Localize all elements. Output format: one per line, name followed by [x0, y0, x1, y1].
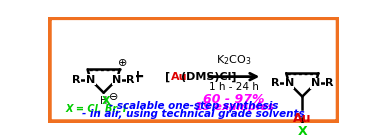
- Text: H: H: [100, 96, 107, 106]
- Text: R: R: [127, 75, 135, 85]
- Text: N: N: [86, 75, 95, 85]
- Text: K$_2$CO$_3$: K$_2$CO$_3$: [216, 54, 252, 67]
- Text: - in air, using technical grade solvents: - in air, using technical grade solvents: [82, 109, 305, 119]
- Text: 60 - 97%: 60 - 97%: [203, 93, 265, 106]
- Text: Au: Au: [293, 112, 311, 125]
- Text: N: N: [311, 78, 320, 88]
- Text: [: [: [165, 71, 170, 82]
- Text: R: R: [271, 78, 279, 88]
- Text: (DMS)Cl]: (DMS)Cl]: [181, 71, 236, 82]
- Text: ⊖: ⊖: [109, 92, 119, 102]
- Text: N: N: [285, 78, 294, 88]
- Text: ⊕: ⊕: [118, 59, 127, 68]
- Text: N: N: [112, 75, 121, 85]
- Text: R: R: [325, 78, 333, 88]
- Text: X: X: [102, 96, 111, 107]
- Text: 15 examples: 15 examples: [195, 102, 274, 112]
- Text: X: X: [297, 125, 307, 138]
- Text: Au: Au: [170, 72, 187, 82]
- FancyBboxPatch shape: [49, 17, 338, 122]
- Text: X = Cl, Br, I: X = Cl, Br, I: [65, 104, 127, 114]
- Text: R: R: [72, 75, 81, 85]
- Text: +: +: [130, 68, 144, 86]
- Text: - scalable one-step synthesis: - scalable one-step synthesis: [109, 101, 279, 111]
- Text: 1 h - 24 h: 1 h - 24 h: [209, 82, 259, 92]
